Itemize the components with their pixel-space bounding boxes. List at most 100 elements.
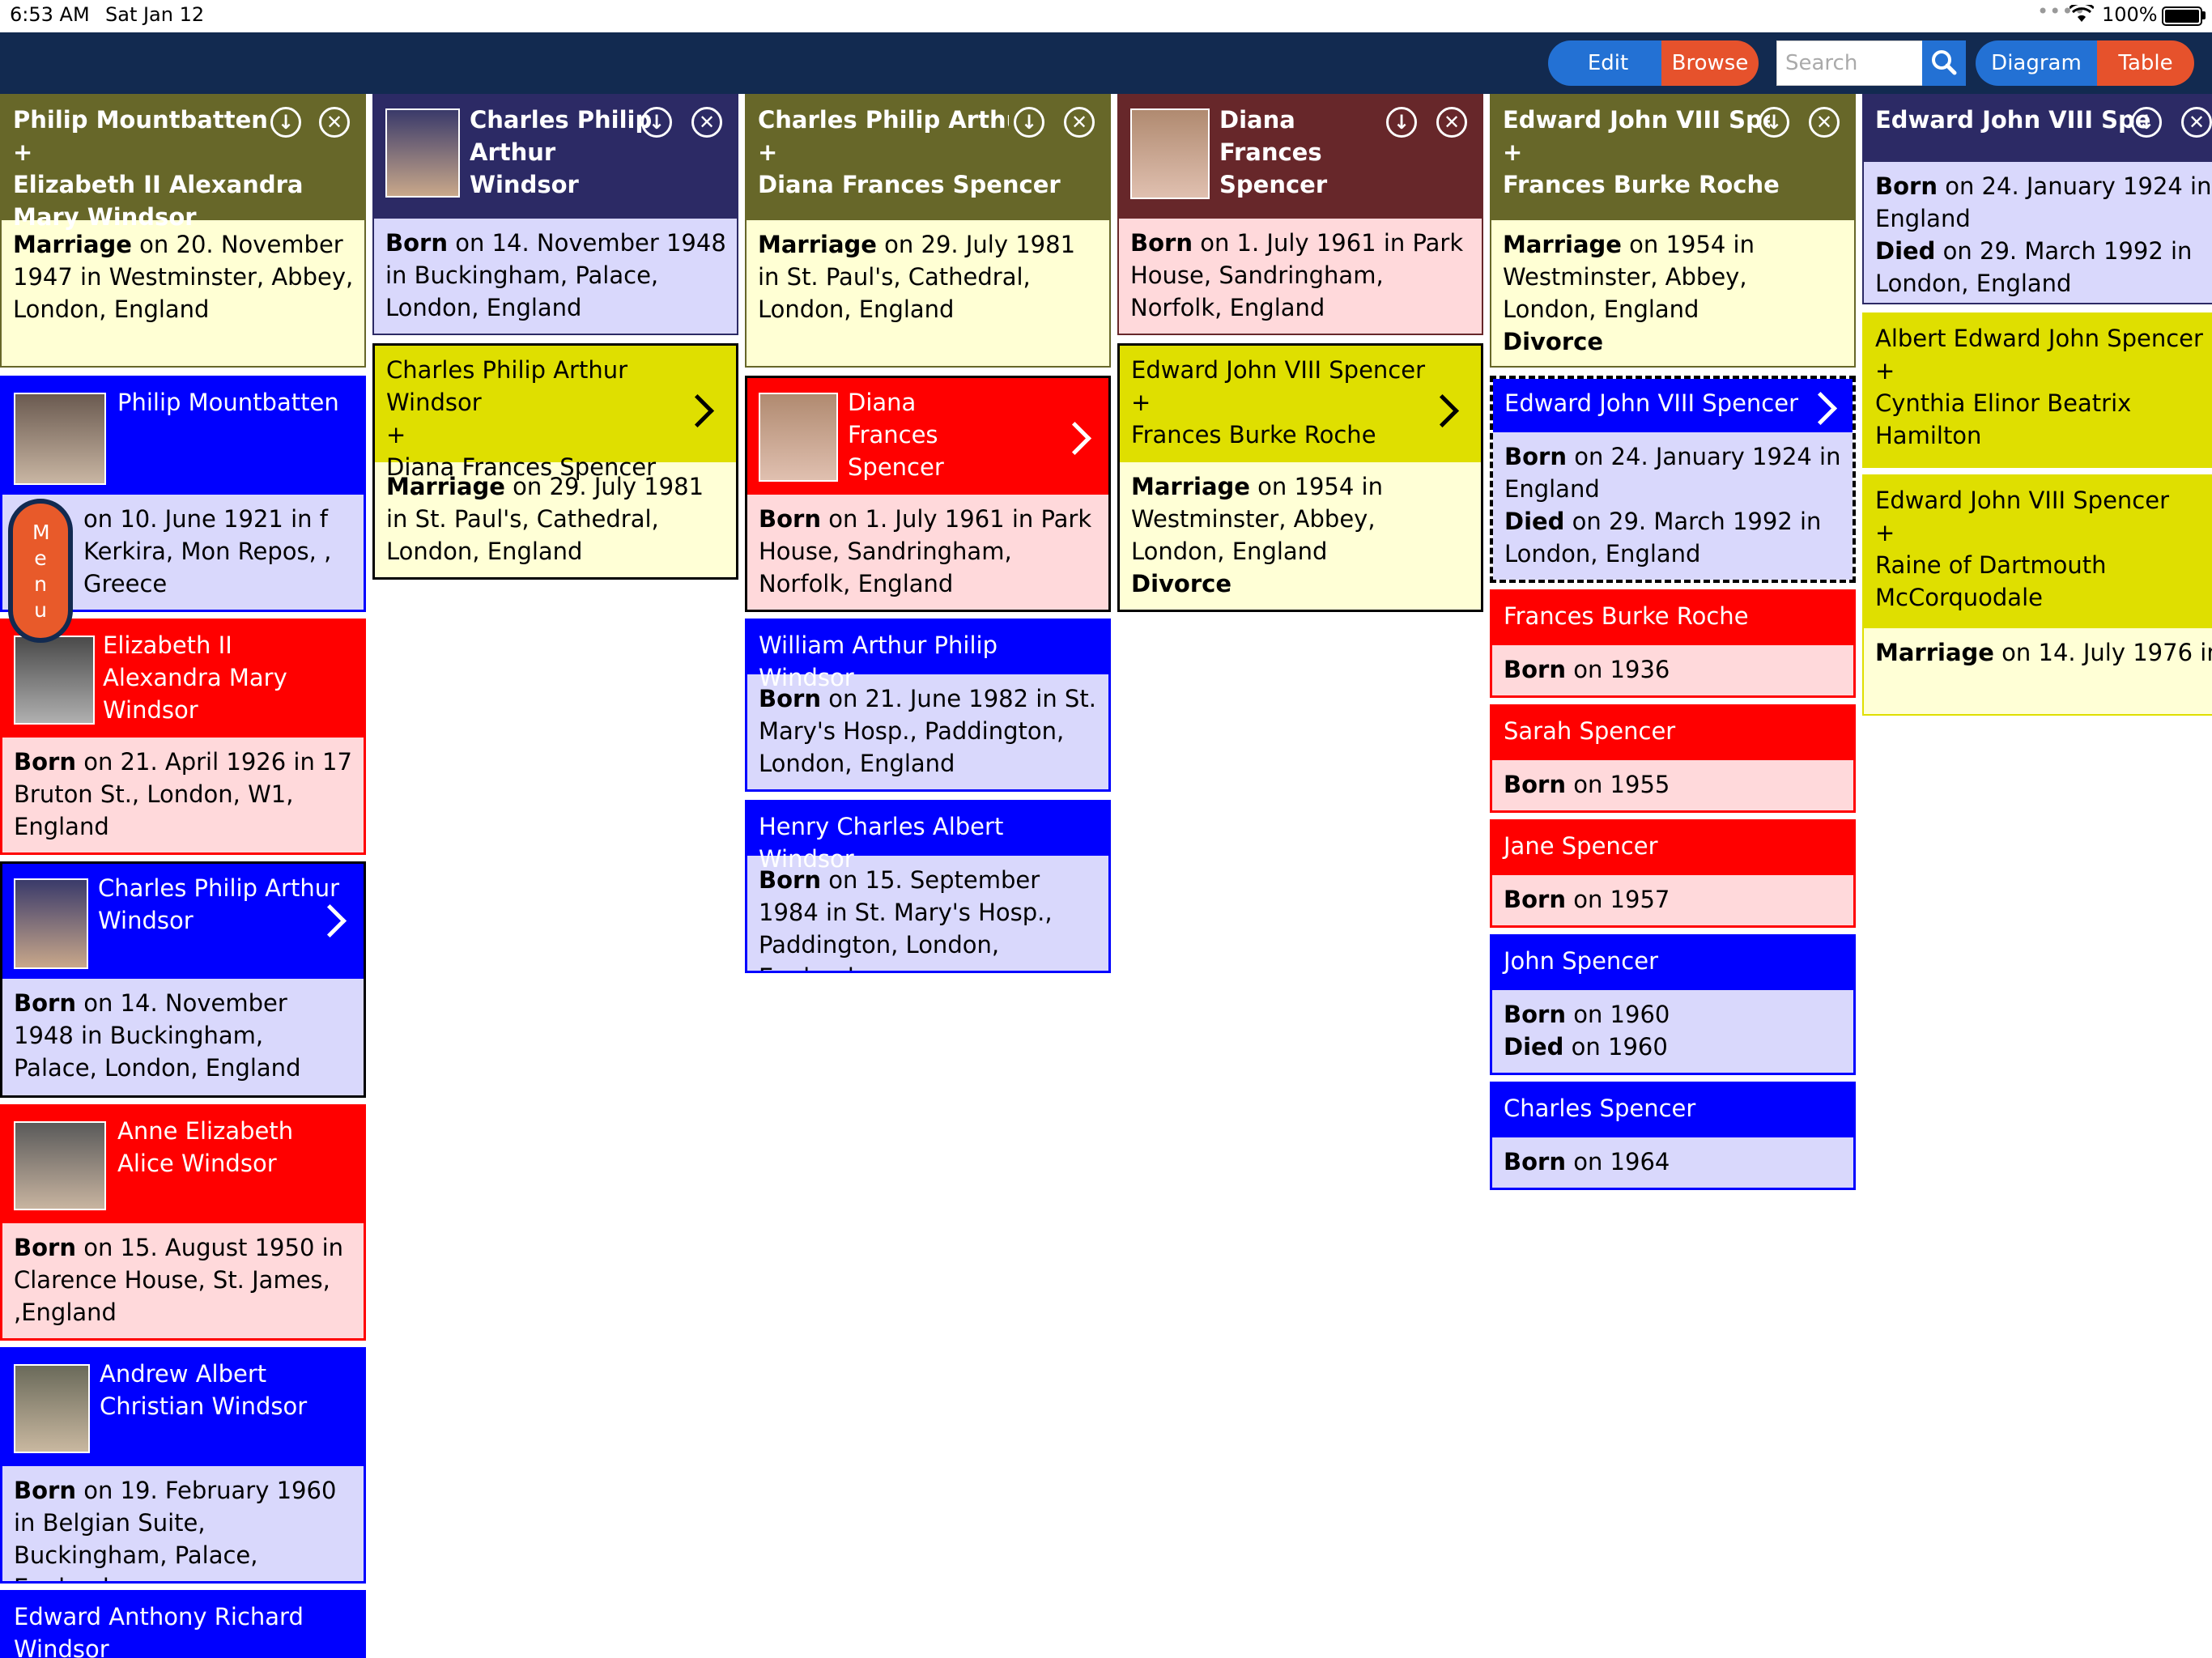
person-card-edward-spencer[interactable]: Edward John VIII Spencer Born on 24. Jan…	[1490, 376, 1856, 583]
family-card-albert-cynthia[interactable]: Albert Edward John Spencer + Cynthia Eli…	[1862, 312, 2212, 468]
family-wife-name: Cynthia Elinor Beatrix Hamilton	[1875, 389, 2132, 449]
family-card-edward-frances[interactable]: Edward John VIII Spencer + Frances Burke…	[1117, 343, 1483, 612]
close-icon[interactable]: ✕	[691, 107, 722, 138]
birth-details: on 24. January 1924 in England	[1875, 172, 2212, 232]
marriage-label: Marriage	[1875, 639, 1994, 666]
marriage-details: on 1954 in Westminster, Abbey, London, E…	[1131, 473, 1383, 565]
person-card-edward[interactable]: Edward Anthony Richard Windsor	[0, 1590, 366, 1658]
family-card-charles-diana[interactable]: Charles Philip Arthur Windsor + Diana Fr…	[372, 343, 738, 580]
birth-details: on 1. July 1961 in Park House, Sandringh…	[1130, 229, 1464, 321]
person-name: Anne Elizabeth Alice Windsor	[117, 1117, 294, 1177]
family-husband-name: Philip Mountbatten	[13, 106, 268, 134]
person-name: John Spencer	[1504, 947, 1659, 975]
person-card-charles-selected[interactable]: Charles Philip Arthur Windsor Born on 14…	[0, 861, 366, 1098]
person-name: Henry Charles Albert Windsor	[759, 813, 1004, 873]
person-card-andrew[interactable]: Andrew Albert Christian Windsor Born on …	[0, 1347, 366, 1584]
birth-details: on 15. August 1950 in Clarence House, St…	[14, 1234, 344, 1326]
person-name: Jane Spencer	[1504, 832, 1658, 860]
person-card-sarah[interactable]: Sarah Spencer Born on 1955	[1490, 704, 1856, 813]
born-label: Born	[1875, 172, 1938, 200]
marriage-details: on 1954 in Westminster, Abbey, London, E…	[1503, 231, 1755, 323]
born-label: Born	[385, 229, 448, 257]
diagram-button[interactable]: Diagram	[1976, 40, 2097, 86]
person-name: Edward John VIII Spencer	[1875, 106, 2150, 134]
person-photo	[14, 1364, 90, 1453]
born-label: Born	[759, 505, 821, 533]
person-photo	[14, 393, 106, 485]
family-husband-name: Edward John VIII Spencer	[1875, 487, 2169, 514]
birth-details: on 1960	[1565, 1001, 1670, 1028]
person-card-diana[interactable]: Diana Frances Spencer Born on 1. July 19…	[745, 376, 1111, 612]
marriage-label: Marriage	[386, 473, 505, 500]
plus-sign: +	[758, 138, 778, 166]
person-card-charles-focus[interactable]: Charles Philip Arthur Windsor ↓ ✕ Born o…	[372, 94, 738, 335]
family-wife-name: Diana Frances Spencer	[386, 453, 657, 481]
born-label: Born	[759, 866, 821, 894]
expand-down-icon[interactable]: ↓	[2131, 107, 2162, 138]
battery-percent: 100%	[2102, 3, 2158, 26]
birth-details: on 14. November 1948 in Buckingham, Pala…	[14, 989, 301, 1082]
birth-details: on 1957	[1565, 886, 1670, 913]
divorce-label: Divorce	[1503, 328, 1604, 355]
person-name: Elizabeth II Alexandra Mary Windsor	[103, 631, 287, 724]
died-label: Died	[1504, 508, 1565, 535]
family-card-edward-frances-focus[interactable]: Edward John VIII Spencer + Frances Burke…	[1490, 94, 1856, 368]
person-card-william[interactable]: William Arthur Philip Windsor Born on 21…	[745, 619, 1111, 792]
person-card-diana-focus[interactable]: Diana Frances Spencer ↓ ✕ Born on 1. Jul…	[1117, 94, 1483, 335]
family-card-philip-elizabeth[interactable]: Philip Mountbatten + Elizabeth II Alexan…	[0, 94, 366, 368]
close-icon[interactable]: ✕	[319, 107, 350, 138]
person-card-john[interactable]: John Spencer Born on 1960 Died on 1960	[1490, 934, 1856, 1075]
close-icon[interactable]: ✕	[1064, 107, 1095, 138]
edit-button[interactable]: Edit	[1548, 40, 1668, 86]
birth-details: on 19. February 1960 in Belgian Suite, B…	[14, 1477, 337, 1581]
status-date: Sat Jan 12	[105, 3, 205, 26]
person-card-charles-spencer[interactable]: Charles Spencer Born on 1964	[1490, 1082, 1856, 1190]
expand-down-icon[interactable]: ↓	[1386, 107, 1417, 138]
person-name: Diana Frances Spencer	[848, 389, 944, 481]
expand-down-icon[interactable]: ↓	[270, 107, 301, 138]
marriage-details: on 14. July 1976 in Caxton Hall	[2001, 639, 2212, 666]
person-photo	[14, 636, 95, 725]
close-icon[interactable]: ✕	[2181, 107, 2212, 138]
person-name: Andrew Albert Christian Windsor	[100, 1360, 308, 1420]
person-card-frances[interactable]: Frances Burke Roche Born on 1936	[1490, 589, 1856, 698]
death-details: on 29. March 1992 in London, England	[1875, 237, 2193, 297]
person-photo	[385, 108, 460, 198]
chevron-right-icon[interactable]	[1057, 421, 1092, 456]
search-input[interactable]	[1776, 40, 1937, 86]
person-card-elizabeth[interactable]: Elizabeth II Alexandra Mary Windsor Born…	[0, 619, 366, 855]
expand-down-icon[interactable]: ↓	[1014, 107, 1044, 138]
expand-down-icon[interactable]: ↓	[1759, 107, 1789, 138]
table-button[interactable]: Table	[2097, 40, 2194, 86]
person-card-henry[interactable]: Henry Charles Albert Windsor Born on 15.…	[745, 800, 1111, 973]
born-label: Born	[1504, 656, 1566, 683]
person-name: Charles Spencer	[1504, 1095, 1696, 1122]
family-card-edward-raine[interactable]: Edward John VIII Spencer + Raine of Dart…	[1862, 474, 2212, 716]
person-card-jane[interactable]: Jane Spencer Born on 1957	[1490, 819, 1856, 928]
marriage-label: Marriage	[1503, 231, 1622, 258]
born-label: Born	[1504, 1001, 1566, 1028]
marriage-details: on 29. July 1981 in St. Paul's, Cathedra…	[758, 231, 1076, 323]
divorce-label: Divorce	[1131, 570, 1232, 597]
person-name: Charles Philip Arthur Windsor	[98, 874, 340, 934]
family-card-charles-diana-focus[interactable]: Charles Philip Arthur Windsor + Diana Fr…	[745, 94, 1111, 368]
person-name: Frances Burke Roche	[1504, 602, 1749, 630]
search-button[interactable]	[1922, 40, 1966, 86]
status-bar: 6:53 AM Sat Jan 12 •••• 100%	[0, 0, 2212, 32]
birth-details: on 10. June 1921 in f Kerkira, Mon Repos…	[83, 505, 332, 597]
person-name: Edward John VIII Spencer	[1504, 389, 1798, 417]
person-card-anne[interactable]: Anne Elizabeth Alice Windsor Born on 15.…	[0, 1104, 366, 1341]
close-icon[interactable]: ✕	[1809, 107, 1840, 138]
person-photo	[759, 393, 838, 482]
close-icon[interactable]: ✕	[1436, 107, 1467, 138]
menu-button[interactable]: M e n u	[8, 499, 73, 643]
person-name: Philip Mountbatten	[117, 389, 339, 416]
born-label: Born	[14, 1477, 76, 1504]
family-husband-name: Charles Philip Arthur Windsor	[386, 356, 628, 416]
expand-down-icon[interactable]: ↓	[641, 107, 672, 138]
battery-icon	[2162, 6, 2202, 26]
family-wife-name: Frances Burke Roche	[1503, 171, 1780, 198]
browse-button[interactable]: Browse	[1661, 40, 1759, 86]
person-card-edward-spencer-focus[interactable]: Edward John VIII Spencer ↓ ✕ Born on 24.…	[1862, 94, 2212, 304]
plus-sign: +	[13, 138, 33, 166]
